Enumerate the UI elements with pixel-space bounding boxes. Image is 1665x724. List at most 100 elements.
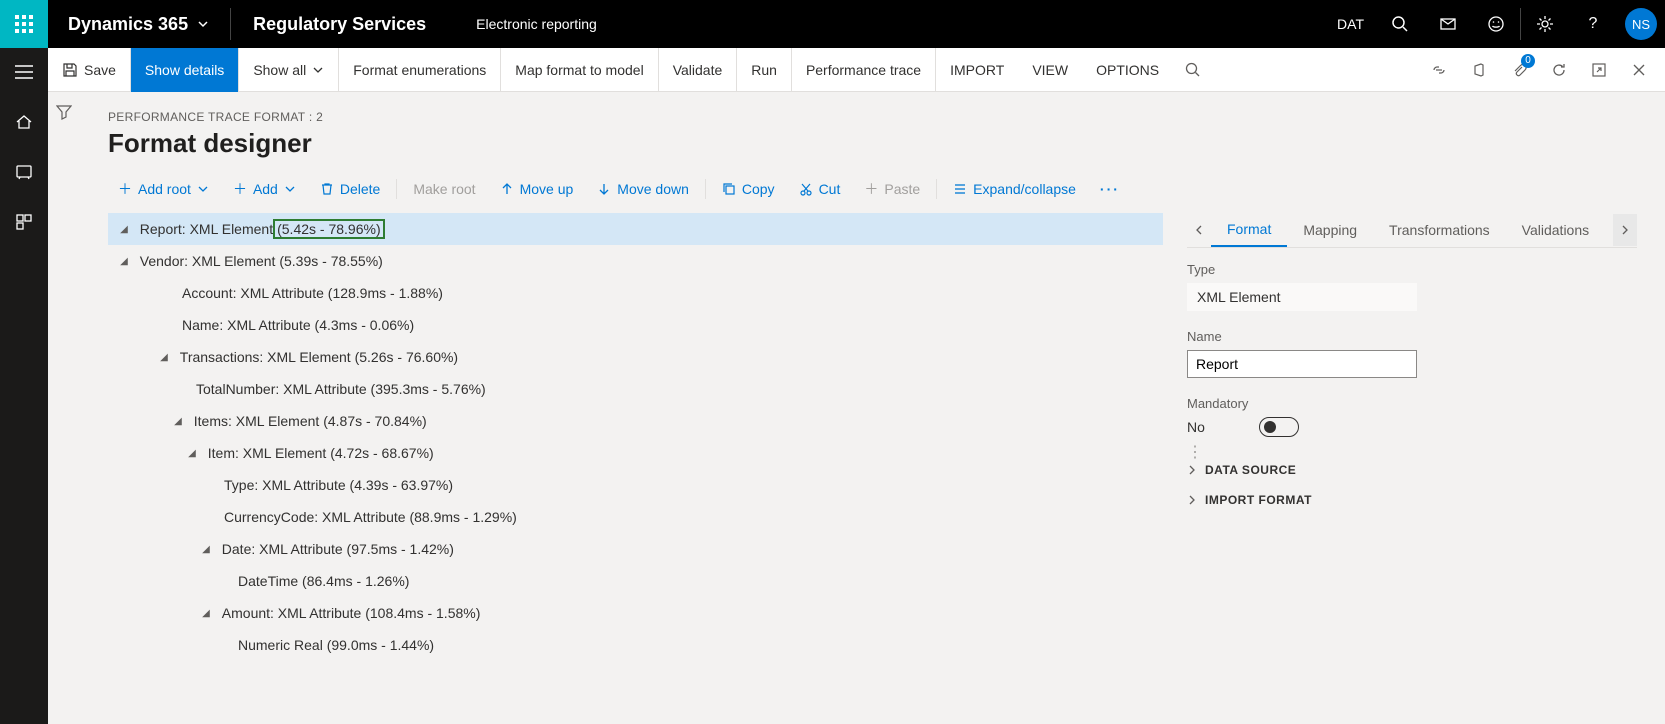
tree-node-item[interactable]: ◢ Item: XML Element (4.72s - 68.67%) (108, 437, 1163, 469)
app-launcher[interactable] (0, 0, 48, 48)
map-format-button[interactable]: Map format to model (501, 48, 658, 92)
tabs-scroll-right[interactable] (1613, 214, 1637, 246)
tree-node-totalnumber[interactable]: TotalNumber: XML Attribute (395.3ms - 5.… (108, 373, 1163, 405)
run-button[interactable]: Run (737, 48, 792, 92)
attachment-badge: 0 (1521, 54, 1535, 68)
nav-workspaces[interactable] (0, 206, 48, 238)
tree-node-name[interactable]: Name: XML Attribute (4.3ms - 0.06%) (108, 309, 1163, 341)
attachments-button[interactable]: 0 (1501, 48, 1537, 92)
caret-icon: ◢ (116, 256, 132, 267)
refresh-button[interactable] (1541, 48, 1577, 92)
search-action[interactable] (1173, 48, 1213, 92)
feedback-button[interactable] (1472, 0, 1520, 48)
expand-collapse-button[interactable]: Expand/collapse (943, 175, 1086, 203)
refresh-icon (1551, 62, 1567, 78)
panel-resize-handle[interactable]: ⋮ (1187, 442, 1203, 462)
more-button[interactable]: ··· (1090, 175, 1130, 203)
add-root-label: Add root (138, 181, 191, 197)
action-bar: Save Show details Show all Format enumer… (48, 48, 1665, 92)
close-icon (1632, 63, 1646, 77)
add-button[interactable]: ＋Add (223, 173, 306, 205)
close-button[interactable] (1621, 48, 1657, 92)
node-label: Item: XML Element (4.72s - 68.67%) (208, 445, 434, 461)
node-label: Report: XML Element (140, 221, 273, 237)
add-root-button[interactable]: ＋ Add root (108, 173, 219, 205)
show-details-button[interactable]: Show details (131, 48, 239, 92)
tree-node-numeric[interactable]: Numeric Real (99.0ms - 1.44%) (108, 629, 1163, 661)
messages-button[interactable] (1424, 0, 1472, 48)
chevron-down-icon (284, 183, 296, 195)
tab-transformations[interactable]: Transformations (1373, 214, 1506, 246)
make-root-button[interactable]: Make root (403, 175, 485, 203)
tab-validations[interactable]: Validations (1506, 214, 1605, 246)
tree-node-date[interactable]: ◢ Date: XML Attribute (97.5ms - 1.42%) (108, 533, 1163, 565)
cut-button[interactable]: Cut (789, 175, 851, 203)
show-details-label: Show details (145, 62, 224, 78)
popout-button[interactable] (1581, 48, 1617, 92)
view-menu[interactable]: VIEW (1018, 48, 1082, 92)
paste-button[interactable]: ＋Paste (854, 173, 930, 205)
node-label: CurrencyCode: XML Attribute (88.9ms - 1.… (224, 509, 517, 525)
product-label: Regulatory Services (231, 14, 448, 35)
office-icon (1471, 62, 1487, 78)
user-avatar[interactable]: NS (1617, 0, 1665, 48)
mandatory-value: No (1187, 419, 1205, 435)
tree-node-items[interactable]: ◢ Items: XML Element (4.87s - 70.84%) (108, 405, 1163, 437)
name-input[interactable] (1187, 350, 1417, 378)
move-down-button[interactable]: Move down (587, 175, 699, 203)
tree-node-transactions[interactable]: ◢ Transactions: XML Element (5.26s - 76.… (108, 341, 1163, 373)
breadcrumb: PERFORMANCE TRACE FORMAT : 2 (108, 110, 1637, 124)
office-button[interactable] (1461, 48, 1497, 92)
node-label: Numeric Real (99.0ms - 1.44%) (238, 637, 434, 653)
node-label: Name: XML Attribute (4.3ms - 0.06%) (182, 317, 414, 333)
tree-node-datetime[interactable]: DateTime (86.4ms - 1.26%) (108, 565, 1163, 597)
validate-button[interactable]: Validate (659, 48, 738, 92)
help-button[interactable]: ? (1569, 0, 1617, 48)
avatar-initials: NS (1625, 8, 1657, 40)
tab-format[interactable]: Format (1211, 213, 1287, 247)
home-icon (15, 113, 33, 131)
tree-node-report[interactable]: ◢ Report: XML Element (5.42s - 78.96%) (108, 213, 1163, 245)
brand-dropdown[interactable]: Dynamics 365 (48, 14, 230, 35)
node-perf: (5.42s - 78.96%) (273, 219, 385, 239)
tree-node-type[interactable]: Type: XML Attribute (4.39s - 63.97%) (108, 469, 1163, 501)
show-all-button[interactable]: Show all (239, 48, 339, 92)
section-data-source[interactable]: DATA SOURCE (1187, 455, 1637, 485)
expand-label: Expand/collapse (973, 181, 1076, 197)
link-button[interactable] (1421, 48, 1457, 92)
caret-icon: ◢ (184, 448, 200, 459)
mandatory-toggle[interactable] (1259, 417, 1299, 437)
cut-icon (799, 182, 813, 196)
delete-button[interactable]: Delete (310, 175, 390, 203)
nav-home[interactable] (0, 106, 48, 138)
search-button[interactable] (1376, 0, 1424, 48)
field-name: Name (1187, 329, 1637, 378)
nav-recent[interactable] (0, 156, 48, 188)
format-enumerations-button[interactable]: Format enumerations (339, 48, 501, 92)
tree-node-amount[interactable]: ◢ Amount: XML Attribute (108.4ms - 1.58%… (108, 597, 1163, 629)
save-button[interactable]: Save (48, 48, 131, 92)
chevron-left-icon (1193, 224, 1205, 236)
import-format-label: IMPORT FORMAT (1205, 493, 1312, 507)
properties-panel: Format Mapping Transformations Validatio… (1187, 213, 1637, 661)
filter-button[interactable] (56, 104, 72, 724)
tabs-scroll-left[interactable] (1187, 224, 1211, 236)
nav-hamburger[interactable] (0, 56, 48, 88)
move-up-button[interactable]: Move up (490, 175, 584, 203)
settings-button[interactable] (1521, 0, 1569, 48)
section-import-format[interactable]: IMPORT FORMAT (1187, 485, 1637, 515)
company-picker[interactable]: DAT (1325, 16, 1376, 32)
import-menu[interactable]: IMPORT (936, 48, 1018, 92)
performance-trace-button[interactable]: Performance trace (792, 48, 936, 92)
tree-node-currency[interactable]: CurrencyCode: XML Attribute (88.9ms - 1.… (108, 501, 1163, 533)
gear-icon (1536, 15, 1554, 33)
tree-node-vendor[interactable]: ◢ Vendor: XML Element (5.39s - 78.55%) (108, 245, 1163, 277)
tab-mapping[interactable]: Mapping (1287, 214, 1373, 246)
options-menu[interactable]: OPTIONS (1082, 48, 1173, 92)
plus-icon: ＋ (118, 179, 132, 199)
popout-icon (1591, 62, 1607, 78)
copy-button[interactable]: Copy (712, 175, 785, 203)
tree-node-account[interactable]: Account: XML Attribute (128.9ms - 1.88%) (108, 277, 1163, 309)
filter-icon (56, 104, 72, 120)
plus-icon: ＋ (233, 179, 247, 199)
